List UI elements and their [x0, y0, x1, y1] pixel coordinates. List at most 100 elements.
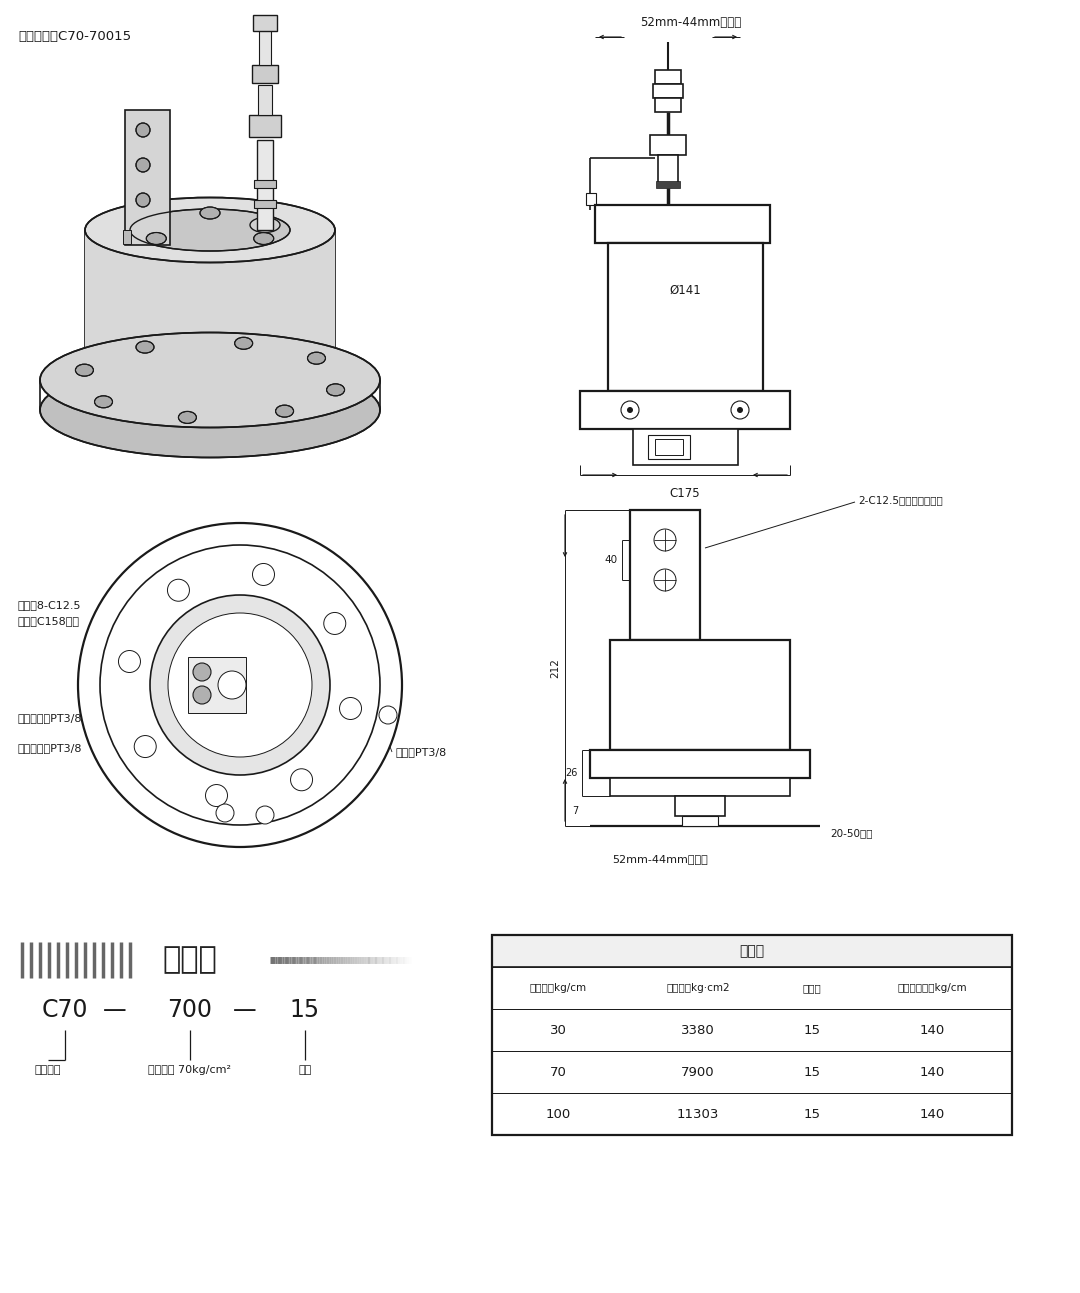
Text: 70: 70: [550, 1065, 566, 1078]
Text: 总行程: 总行程: [802, 983, 822, 993]
Circle shape: [379, 706, 397, 724]
Ellipse shape: [40, 362, 380, 458]
Bar: [254, 200, 276, 208]
Ellipse shape: [249, 217, 280, 233]
Text: 理论出力kg·cm2: 理论出力kg·cm2: [666, 983, 730, 993]
Text: 140: 140: [919, 1024, 945, 1037]
Circle shape: [136, 193, 150, 207]
Bar: [252, 65, 278, 83]
Bar: [654, 98, 681, 112]
Bar: [492, 1093, 1012, 1135]
Bar: [254, 180, 276, 187]
Ellipse shape: [85, 198, 335, 262]
Circle shape: [291, 769, 312, 791]
Ellipse shape: [275, 405, 294, 418]
Bar: [675, 796, 725, 816]
Bar: [610, 778, 789, 796]
Text: 15: 15: [804, 1108, 821, 1121]
Bar: [608, 243, 762, 390]
Bar: [610, 640, 789, 750]
Bar: [595, 206, 770, 243]
Ellipse shape: [146, 233, 166, 244]
Bar: [249, 115, 281, 137]
Text: 52mm-44mm可调节: 52mm-44mm可调节: [612, 853, 707, 864]
Bar: [259, 30, 271, 65]
Text: 15: 15: [804, 1024, 821, 1037]
Bar: [633, 429, 738, 465]
Circle shape: [167, 579, 189, 601]
Text: 11303: 11303: [677, 1108, 719, 1121]
Bar: [123, 230, 131, 244]
Text: 均布在C158圆上: 均布在C158圆上: [18, 615, 80, 626]
Bar: [648, 434, 690, 459]
Text: 回程进油口PT3/8: 回程进油口PT3/8: [18, 743, 82, 753]
Circle shape: [193, 663, 211, 681]
Bar: [492, 1051, 1012, 1093]
Ellipse shape: [136, 341, 154, 353]
Text: C175: C175: [670, 487, 700, 500]
Bar: [492, 935, 1012, 967]
Bar: [656, 181, 680, 187]
Circle shape: [737, 407, 743, 412]
Text: 油压打刀缸C70-70015: 油压打刀缸C70-70015: [18, 30, 131, 43]
Ellipse shape: [76, 365, 94, 376]
Bar: [654, 70, 681, 84]
Circle shape: [205, 785, 228, 807]
Circle shape: [119, 650, 140, 672]
Bar: [586, 193, 596, 206]
Circle shape: [627, 407, 633, 412]
Circle shape: [150, 595, 330, 775]
Bar: [630, 509, 700, 640]
Bar: [258, 85, 272, 115]
Ellipse shape: [254, 233, 273, 244]
Bar: [253, 16, 276, 31]
Text: 140: 140: [919, 1065, 945, 1078]
Circle shape: [168, 613, 312, 756]
Circle shape: [256, 806, 274, 824]
Text: 使用压力 70kg/cm²: 使用压力 70kg/cm²: [149, 1065, 231, 1074]
Text: 100: 100: [545, 1108, 570, 1121]
Text: 操作压力kg/cm: 操作压力kg/cm: [529, 983, 586, 993]
Bar: [658, 155, 678, 184]
Text: —: —: [104, 998, 126, 1021]
Bar: [653, 84, 683, 98]
Text: 700: 700: [167, 998, 213, 1021]
Circle shape: [324, 613, 346, 635]
Circle shape: [78, 522, 402, 847]
Text: 3380: 3380: [681, 1024, 715, 1037]
Bar: [492, 967, 1012, 1009]
Ellipse shape: [234, 337, 253, 349]
Ellipse shape: [178, 411, 197, 423]
Text: 油压打刀: 油压打刀: [35, 1065, 62, 1074]
Text: 140: 140: [919, 1108, 945, 1121]
Circle shape: [136, 123, 150, 137]
Text: 行程: 行程: [298, 1065, 312, 1074]
Bar: [681, 816, 718, 826]
Text: C70: C70: [42, 998, 89, 1021]
Bar: [188, 657, 246, 712]
Bar: [580, 390, 789, 429]
Text: 26: 26: [566, 768, 578, 778]
Ellipse shape: [308, 352, 325, 365]
Bar: [492, 935, 1012, 1135]
Ellipse shape: [326, 384, 345, 396]
Bar: [257, 140, 273, 230]
Ellipse shape: [95, 396, 112, 407]
Ellipse shape: [130, 209, 291, 251]
Bar: [85, 230, 335, 380]
Text: 40: 40: [605, 555, 618, 565]
Bar: [654, 440, 683, 455]
Ellipse shape: [40, 332, 380, 428]
Bar: [650, 134, 686, 155]
Circle shape: [216, 804, 234, 822]
Text: 2-C12.5接近开关固定孔: 2-C12.5接近开关固定孔: [858, 495, 943, 506]
Circle shape: [339, 697, 362, 719]
Circle shape: [193, 687, 211, 703]
Text: 7900: 7900: [681, 1065, 715, 1078]
Text: 20-50可调: 20-50可调: [831, 828, 873, 838]
Text: 吹气口PT3/8: 吹气口PT3/8: [395, 747, 446, 756]
Text: 订购码: 订购码: [163, 945, 217, 975]
Text: 打刀进油口PT3/8: 打刀进油口PT3/8: [18, 712, 82, 723]
Text: 安装孔8-C12.5: 安装孔8-C12.5: [18, 600, 81, 610]
Text: 最高使用压力kg/cm: 最高使用压力kg/cm: [897, 983, 967, 993]
